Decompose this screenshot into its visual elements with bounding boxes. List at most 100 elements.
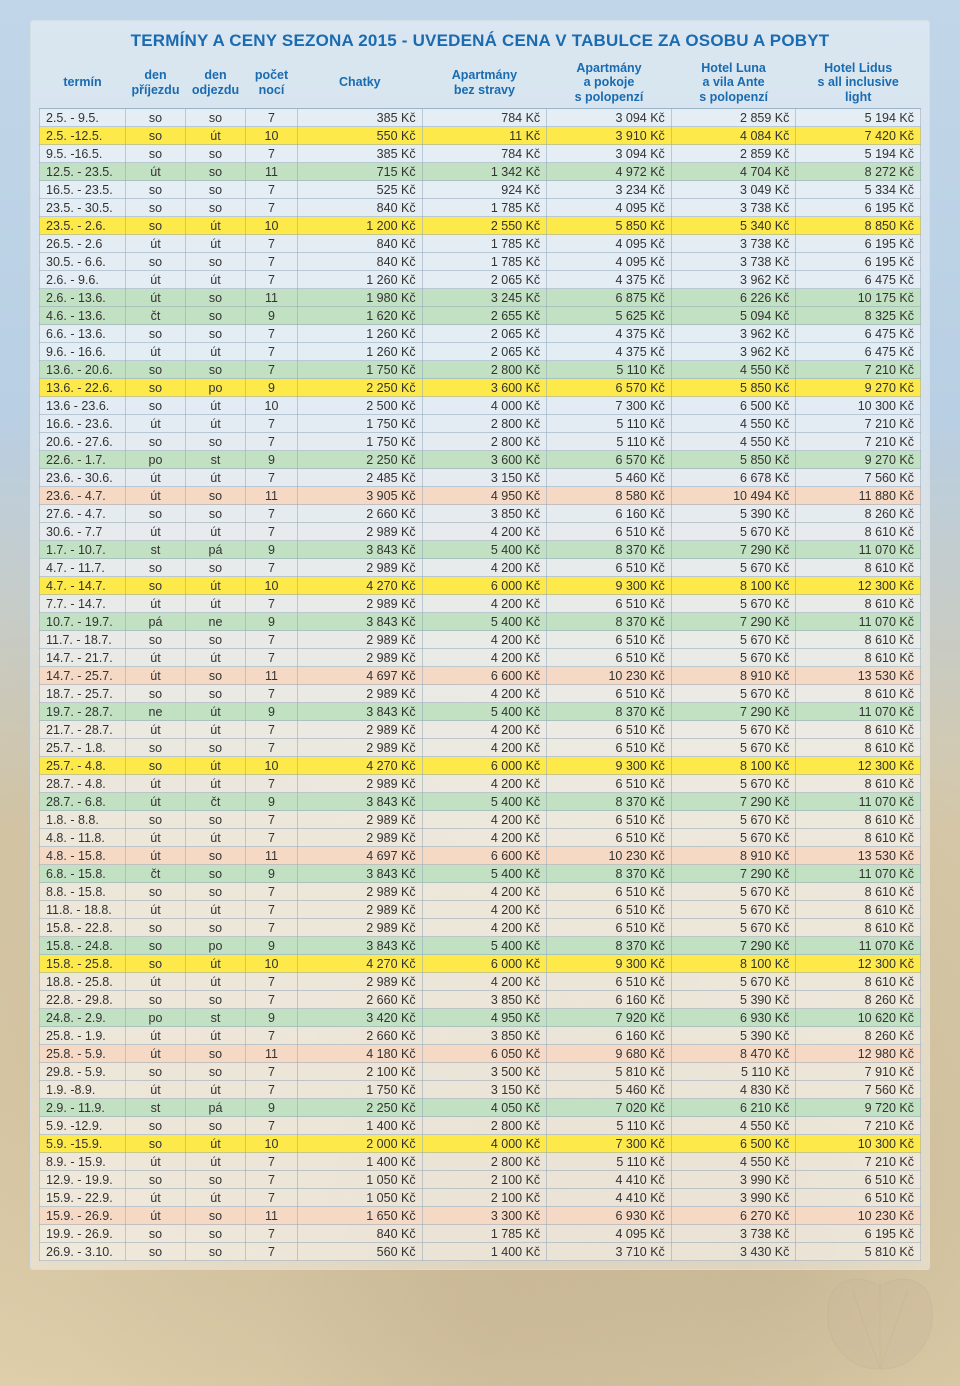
table-cell: 3 843 Kč <box>298 613 423 631</box>
table-cell: 8 610 Kč <box>796 829 921 847</box>
table-cell: 12 300 Kč <box>796 757 921 775</box>
table-cell: 1 400 Kč <box>298 1153 423 1171</box>
table-cell: 11 <box>246 289 298 307</box>
table-cell: 3 430 Kč <box>671 1243 796 1261</box>
table-cell: so <box>126 217 186 235</box>
table-cell: 4 550 Kč <box>671 361 796 379</box>
table-cell: út <box>186 1135 246 1153</box>
table-cell: 13.6. - 20.6. <box>40 361 126 379</box>
table-cell: 12.9. - 19.9. <box>40 1171 126 1189</box>
table-cell: 6 000 Kč <box>422 757 547 775</box>
table-cell: 3 962 Kč <box>671 271 796 289</box>
table-cell: 2 989 Kč <box>298 649 423 667</box>
table-cell: so <box>186 163 246 181</box>
table-cell: 2 655 Kč <box>422 307 547 325</box>
table-cell: 4 550 Kč <box>671 433 796 451</box>
table-cell: 5 670 Kč <box>671 811 796 829</box>
table-cell: pá <box>186 1099 246 1117</box>
table-cell: 10.7. - 19.7. <box>40 613 126 631</box>
table-cell: 2 800 Kč <box>422 361 547 379</box>
table-cell: 3 600 Kč <box>422 451 547 469</box>
table-cell: 5 670 Kč <box>671 829 796 847</box>
table-cell: 7 <box>246 109 298 127</box>
table-row: 2.5. -12.5.soút10550 Kč11 Kč3 910 Kč4 08… <box>40 127 921 145</box>
table-row: 12.5. - 23.5.útso11715 Kč1 342 Kč4 972 K… <box>40 163 921 181</box>
table-cell: 4 270 Kč <box>298 757 423 775</box>
table-row: 2.9. - 11.9.stpá92 250 Kč4 050 Kč7 020 K… <box>40 1099 921 1117</box>
table-cell: 4 972 Kč <box>547 163 672 181</box>
table-cell: 6 510 Kč <box>547 883 672 901</box>
table-cell: so <box>186 1243 246 1261</box>
table-cell: 10 620 Kč <box>796 1009 921 1027</box>
table-cell: út <box>186 127 246 145</box>
table-cell: 2 989 Kč <box>298 829 423 847</box>
table-cell: 6 510 Kč <box>547 631 672 649</box>
table-cell: 18.7. - 25.7. <box>40 685 126 703</box>
table-cell: út <box>186 523 246 541</box>
table-cell: 4 830 Kč <box>671 1081 796 1099</box>
table-cell: 8 610 Kč <box>796 685 921 703</box>
table-cell: 9 300 Kč <box>547 577 672 595</box>
table-cell: 5 400 Kč <box>422 793 547 811</box>
table-row: 14.7. - 25.7.útso114 697 Kč6 600 Kč10 23… <box>40 667 921 685</box>
table-cell: 25.8. - 1.9. <box>40 1027 126 1045</box>
table-row: 25.7. - 1.8.soso72 989 Kč4 200 Kč6 510 K… <box>40 739 921 757</box>
table-cell: so <box>126 739 186 757</box>
table-cell: 6 160 Kč <box>547 991 672 1009</box>
table-cell: 7 <box>246 901 298 919</box>
table-cell: 3 990 Kč <box>671 1189 796 1207</box>
table-cell: so <box>186 685 246 703</box>
table-row: 28.7. - 4.8.útút72 989 Kč4 200 Kč6 510 K… <box>40 775 921 793</box>
table-cell: 6 500 Kč <box>671 1135 796 1153</box>
table-cell: 5 625 Kč <box>547 307 672 325</box>
table-cell: 2 800 Kč <box>422 433 547 451</box>
table-cell: 8 610 Kč <box>796 739 921 757</box>
table-cell: 8.9. - 15.9. <box>40 1153 126 1171</box>
table-cell: 6 000 Kč <box>422 955 547 973</box>
table-cell: so <box>126 181 186 199</box>
table-cell: 7 <box>246 469 298 487</box>
table-cell: 3 843 Kč <box>298 703 423 721</box>
table-cell: čt <box>186 793 246 811</box>
table-cell: 4 095 Kč <box>547 253 672 271</box>
table-row: 5.9. -15.9.soút102 000 Kč4 000 Kč7 300 K… <box>40 1135 921 1153</box>
table-cell: 8 610 Kč <box>796 523 921 541</box>
table-cell: 3 843 Kč <box>298 541 423 559</box>
table-cell: 7 290 Kč <box>671 937 796 955</box>
table-cell: so <box>186 1117 246 1135</box>
table-cell: 6 930 Kč <box>671 1009 796 1027</box>
table-cell: so <box>186 631 246 649</box>
table-cell: 6 510 Kč <box>547 775 672 793</box>
table-cell: 6 930 Kč <box>547 1207 672 1225</box>
table-cell: 3 843 Kč <box>298 793 423 811</box>
table-cell: po <box>126 1009 186 1027</box>
table-cell: čt <box>126 307 186 325</box>
table-cell: 2 065 Kč <box>422 271 547 289</box>
table-row: 1.9. -8.9.útút71 750 Kč3 150 Kč5 460 Kč4… <box>40 1081 921 1099</box>
table-cell: 6 510 Kč <box>547 523 672 541</box>
table-cell: 7 290 Kč <box>671 865 796 883</box>
table-row: 9.5. -16.5.soso7385 Kč784 Kč3 094 Kč2 85… <box>40 145 921 163</box>
table-cell: 3 150 Kč <box>422 1081 547 1099</box>
table-cell: 13 530 Kč <box>796 847 921 865</box>
table-cell: 4 550 Kč <box>671 1153 796 1171</box>
table-cell: 4 200 Kč <box>422 739 547 757</box>
table-cell: út <box>186 955 246 973</box>
table-cell: út <box>186 1081 246 1099</box>
table-cell: 8.8. - 15.8. <box>40 883 126 901</box>
table-cell: 7 <box>246 559 298 577</box>
table-cell: 2 989 Kč <box>298 775 423 793</box>
table-cell: 6 195 Kč <box>796 1225 921 1243</box>
table-cell: so <box>186 667 246 685</box>
table-cell: so <box>126 361 186 379</box>
table-cell: 8 910 Kč <box>671 667 796 685</box>
table-cell: 8 610 Kč <box>796 721 921 739</box>
table-cell: 2 989 Kč <box>298 901 423 919</box>
table-cell: so <box>186 883 246 901</box>
table-cell: 11.7. - 18.7. <box>40 631 126 649</box>
table-cell: 10 230 Kč <box>547 847 672 865</box>
table-cell: 3 962 Kč <box>671 343 796 361</box>
table-cell: 4 375 Kč <box>547 325 672 343</box>
table-cell: 8 260 Kč <box>796 1027 921 1045</box>
table-cell: so <box>126 685 186 703</box>
